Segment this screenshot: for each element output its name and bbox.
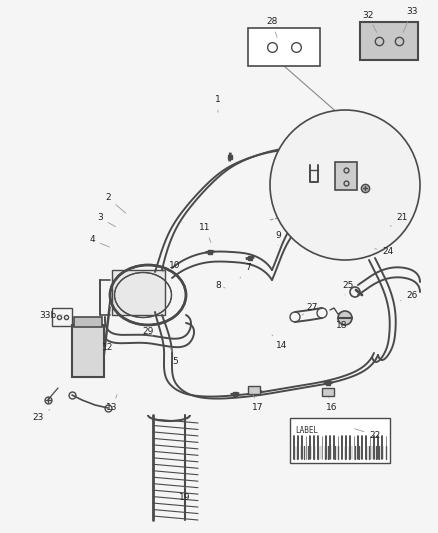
Text: 8: 8 [215,280,225,289]
Bar [335,162,357,190]
Text: 11: 11 [199,223,211,243]
Text: 5: 5 [171,348,178,367]
Bar [52,308,72,326]
Text: 26: 26 [400,290,418,301]
Text: 1: 1 [215,95,221,112]
Text: 18: 18 [336,320,348,329]
Text: 33b: 33b [39,311,62,319]
Text: 14: 14 [272,335,288,350]
Text: 7: 7 [240,263,251,278]
Text: 24: 24 [374,247,394,256]
Bar [248,386,260,394]
Text: 12: 12 [102,343,114,352]
Text: 13: 13 [106,394,118,413]
Text: 25: 25 [343,280,354,295]
Bar [74,317,102,327]
Text: 9: 9 [275,230,281,245]
Text: 16: 16 [326,398,338,413]
Text: 29: 29 [142,327,154,336]
Text: 28: 28 [266,18,278,37]
Text: 22: 22 [355,429,381,440]
Text: 32: 32 [362,11,377,33]
Bar [290,418,390,463]
Text: LABEL: LABEL [295,426,318,435]
Bar [248,28,320,66]
Bar [112,270,165,315]
Text: 10: 10 [162,261,181,272]
Text: 33: 33 [403,7,418,33]
Circle shape [338,311,352,325]
Bar [360,22,418,60]
Circle shape [270,110,420,260]
Text: 17: 17 [252,394,264,413]
Text: 23: 23 [32,410,50,423]
Bar [72,325,104,377]
Text: 21: 21 [390,214,408,227]
Text: 2: 2 [105,193,126,213]
Text: 27: 27 [302,303,318,315]
Text: 4: 4 [89,236,110,247]
Bar [322,388,334,396]
Text: 19: 19 [179,488,191,503]
Text: 3: 3 [97,214,116,227]
